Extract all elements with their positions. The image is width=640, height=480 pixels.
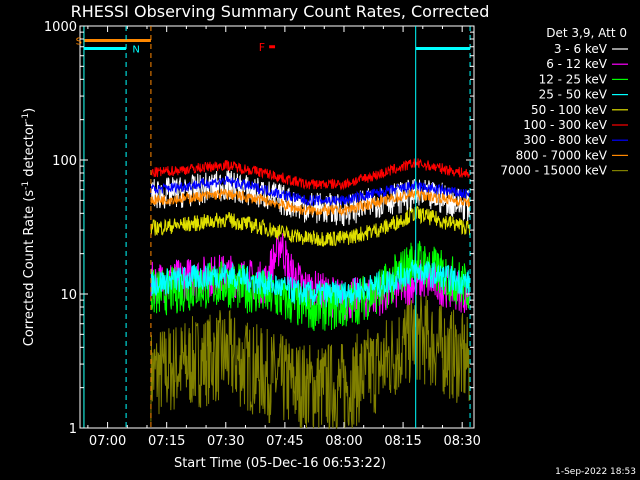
x-axis-label: Start Time (05-Dec-16 06:53:22) xyxy=(174,456,386,471)
legend-label-4: 50 - 100 keV xyxy=(531,103,608,117)
series-line-5 xyxy=(150,158,471,191)
x-tick-label-0: 07:00 xyxy=(89,434,126,449)
series-line-1 xyxy=(150,229,471,321)
footer-date: 1-Sep-2022 18:53 xyxy=(555,467,636,477)
legend-label-5: 100 - 300 keV xyxy=(523,118,607,132)
x-tick-label-4: 08:00 xyxy=(325,434,362,449)
interval-label-1: N xyxy=(132,44,139,55)
y-axis-label-sup-2: -1 xyxy=(21,113,31,122)
series-line-7 xyxy=(150,188,471,216)
legend-label-2: 12 - 25 keV xyxy=(539,72,608,86)
plot-area: SN F 07:00 07:15 07:30 07:45 08:00 08:15 08:30 … xyxy=(44,20,481,449)
interval-label-0: S xyxy=(76,36,82,47)
flare-marker-label: F xyxy=(259,41,265,54)
y-tick-label-3: 1000 xyxy=(44,20,77,35)
plot-frame xyxy=(79,25,475,429)
y-tick-label-0: 1 xyxy=(69,422,77,437)
legend-label-6: 300 - 800 keV xyxy=(523,133,607,147)
legend-header: Det 3,9, Att 0 xyxy=(546,26,627,40)
y-axis-label: Corrected Count Rate (s-1 detector-1) xyxy=(21,108,37,346)
series-line-3 xyxy=(150,259,471,309)
interval-layer: SN F xyxy=(76,26,471,428)
y-axis-label-main: Corrected Count Rate (s xyxy=(22,190,37,347)
x-axis-ticks: 07:00 07:15 07:30 07:45 08:00 08:15 08:30 xyxy=(87,26,481,449)
legend-label-8: 7000 - 15000 keV xyxy=(500,164,607,178)
legend-label-1: 6 - 12 keV xyxy=(546,57,608,71)
y-axis-label-end: ) xyxy=(22,108,37,113)
legend-label-0: 3 - 6 keV xyxy=(554,42,608,56)
x-tick-label-5: 08:15 xyxy=(384,434,421,449)
series-line-6 xyxy=(150,175,471,206)
chart-title: RHESSI Observing Summary Count Rates, Co… xyxy=(71,2,490,21)
x-tick-label-3: 07:45 xyxy=(266,434,303,449)
series-layer xyxy=(150,158,471,430)
series-line-4 xyxy=(150,206,471,248)
legend-label-7: 800 - 7000 keV xyxy=(516,148,608,162)
y-axis-label-mid: detector xyxy=(22,121,37,181)
y-tick-label-1: 10 xyxy=(60,288,77,303)
y-tick-label-2: 100 xyxy=(52,154,77,169)
legend-label-3: 25 - 50 keV xyxy=(539,88,608,102)
series-line-8 xyxy=(150,292,471,430)
y-axis-ticks: 1 10 100 1000 xyxy=(44,20,474,437)
x-tick-label-6: 08:30 xyxy=(443,434,480,449)
y-axis-label-sup-1: -1 xyxy=(21,181,31,190)
x-tick-label-1: 07:15 xyxy=(148,434,185,449)
x-tick-label-2: 07:30 xyxy=(207,434,244,449)
